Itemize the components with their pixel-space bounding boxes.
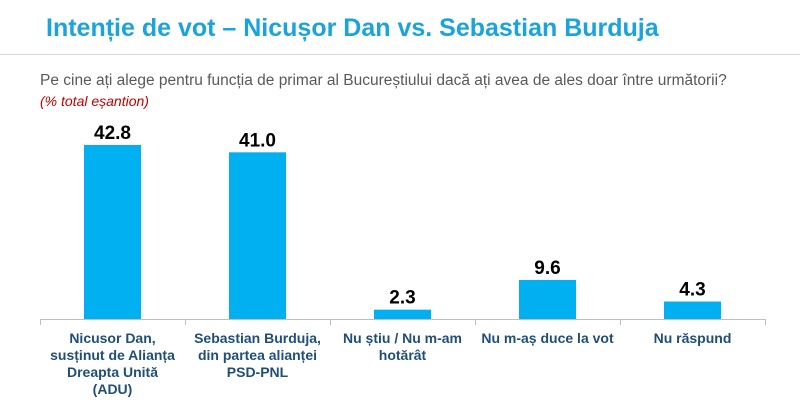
category-label-line: PSD-PNL (227, 364, 289, 380)
category-label-line: din partea alianței (198, 347, 317, 363)
sample-note: (% total eșantion) (40, 93, 149, 109)
value-label: 2.3 (389, 288, 415, 309)
value-label: 4.3 (679, 280, 705, 301)
category-label-line: Sebastian Burduja, (194, 330, 321, 346)
title-divider (0, 54, 800, 55)
survey-question: Pe cine ați alege pentru funcția de prim… (40, 72, 727, 89)
bar (519, 279, 576, 319)
category-label-line: Dreapta Unită (67, 364, 158, 380)
category-label: Nicusor Dan, susținut de Alianța Dreapta U… (50, 330, 175, 397)
category-label-line: Nu știu / Nu m-am (343, 330, 462, 346)
chart-title: Intenție de vot – Nicușor Dan vs. Sebast… (46, 14, 659, 42)
bar (664, 301, 721, 319)
category-label-line: hotărât (379, 347, 427, 363)
category-label-line: susținut de Alianța (50, 347, 175, 363)
category-label-line: Nicusor Dan, (69, 330, 155, 346)
category-label: Nu răspund (654, 330, 732, 346)
value-label: 41.0 (239, 130, 276, 151)
bar (84, 145, 141, 319)
category-label: Nu m-aș duce la vot (481, 330, 614, 346)
category-label-line: Nu m-aș duce la vot (481, 330, 614, 346)
bar (374, 309, 431, 319)
value-label: 9.6 (534, 258, 560, 279)
bar (229, 152, 286, 319)
category-label: Nu știu / Nu m-am hotărât (343, 330, 462, 363)
category-label: Sebastian Burduja, din partea alianței PSD… (194, 330, 321, 380)
category-label-line: (ADU) (93, 381, 133, 397)
value-label: 42.8 (94, 123, 131, 144)
category-label-line: Nu răspund (654, 330, 732, 346)
